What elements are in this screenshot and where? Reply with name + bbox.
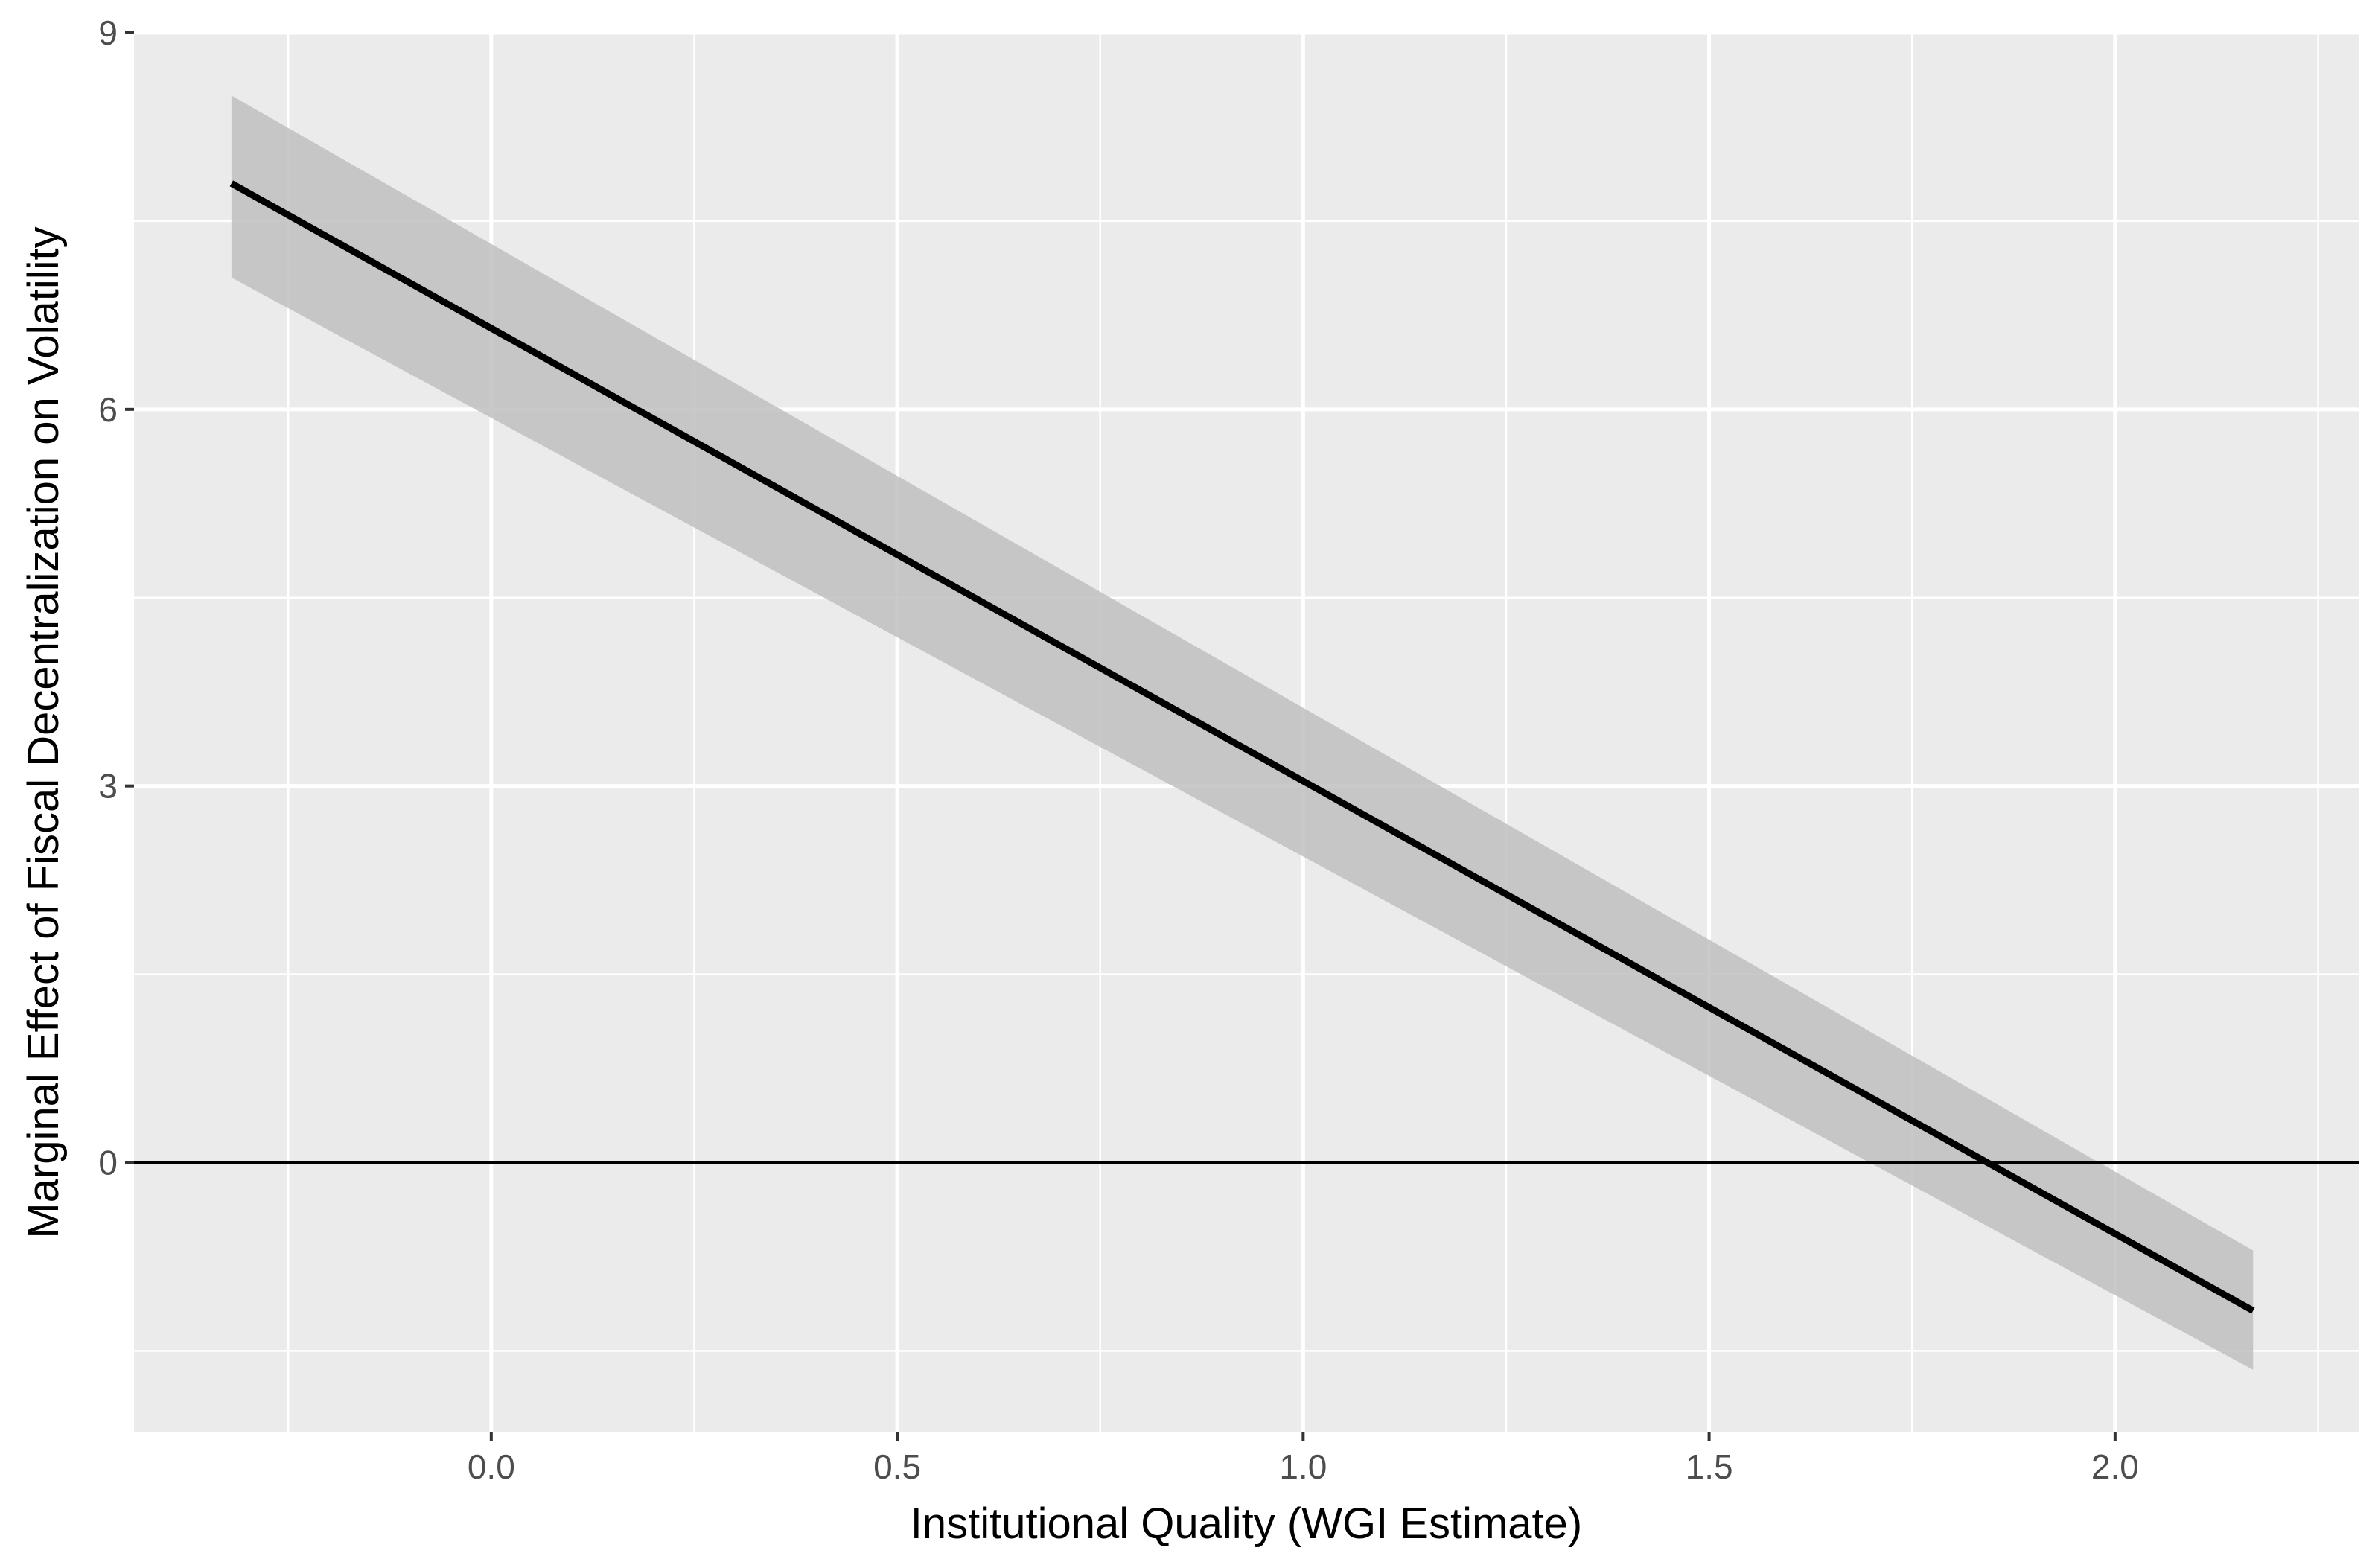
x-tick-label: 0.5: [873, 1447, 921, 1486]
y-tick-label: 3: [98, 767, 118, 806]
x-tick-label: 2.0: [2091, 1447, 2139, 1486]
marginal-effect-line: [229, 180, 2255, 1314]
x-tick-label: 1.0: [1279, 1447, 1327, 1486]
y-axis-title: Marginal Effect of Fiscal Decentralizati…: [19, 226, 68, 1238]
confidence-band-layer: [231, 95, 2254, 1370]
x-tick-label: 0.0: [468, 1447, 515, 1486]
x-axis-title: Institutional Quality (WGI Estimate): [911, 1500, 1582, 1548]
marginal-effect-line-layer: [229, 180, 2255, 1314]
x-tick-label: 1.5: [1686, 1447, 1733, 1486]
y-axis-ticks: 0 3 6 9: [98, 13, 134, 1182]
x-axis-ticks: 0.0 0.5 1.0 1.5 2.0: [468, 1432, 2139, 1486]
y-tick-label: 6: [98, 390, 118, 429]
y-tick-label: 0: [98, 1143, 118, 1182]
confidence-band: [231, 95, 2254, 1370]
y-tick-label: 9: [98, 13, 118, 52]
